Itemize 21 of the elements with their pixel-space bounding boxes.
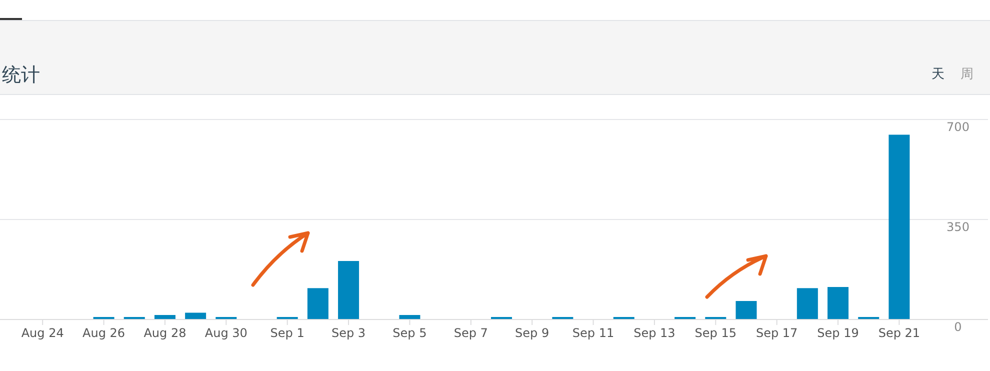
y-tick-label: 0	[954, 320, 962, 334]
chart-title: 统计	[2, 64, 40, 86]
x-tick-label: Sep 3	[331, 326, 366, 340]
x-tick-label: Sep 9	[515, 326, 550, 340]
x-tick-label: Sep 11	[572, 326, 614, 340]
y-tick-label: 700	[946, 120, 970, 134]
x-tick-label: Sep 7	[454, 326, 488, 340]
x-tick-label: Sep 1	[270, 326, 304, 340]
y-tick-label: 350	[946, 220, 970, 234]
x-tick-label: Sep 5	[392, 326, 427, 340]
x-tick-label: Sep 19	[817, 326, 859, 340]
x-tick-label: Aug 24	[21, 326, 64, 340]
x-tick-label: Sep 17	[756, 326, 798, 340]
x-tick-label: Aug 26	[82, 326, 126, 340]
x-tick-label: Aug 30	[204, 326, 248, 340]
text: 天	[932, 67, 944, 82]
x-tick-label: Sep 13	[634, 326, 676, 340]
x-tick-label: Sep 15	[694, 326, 736, 340]
x-tick-label: Aug 28	[144, 326, 186, 340]
x-tick-label: Sep 21	[878, 326, 920, 340]
text: 周	[960, 67, 974, 82]
